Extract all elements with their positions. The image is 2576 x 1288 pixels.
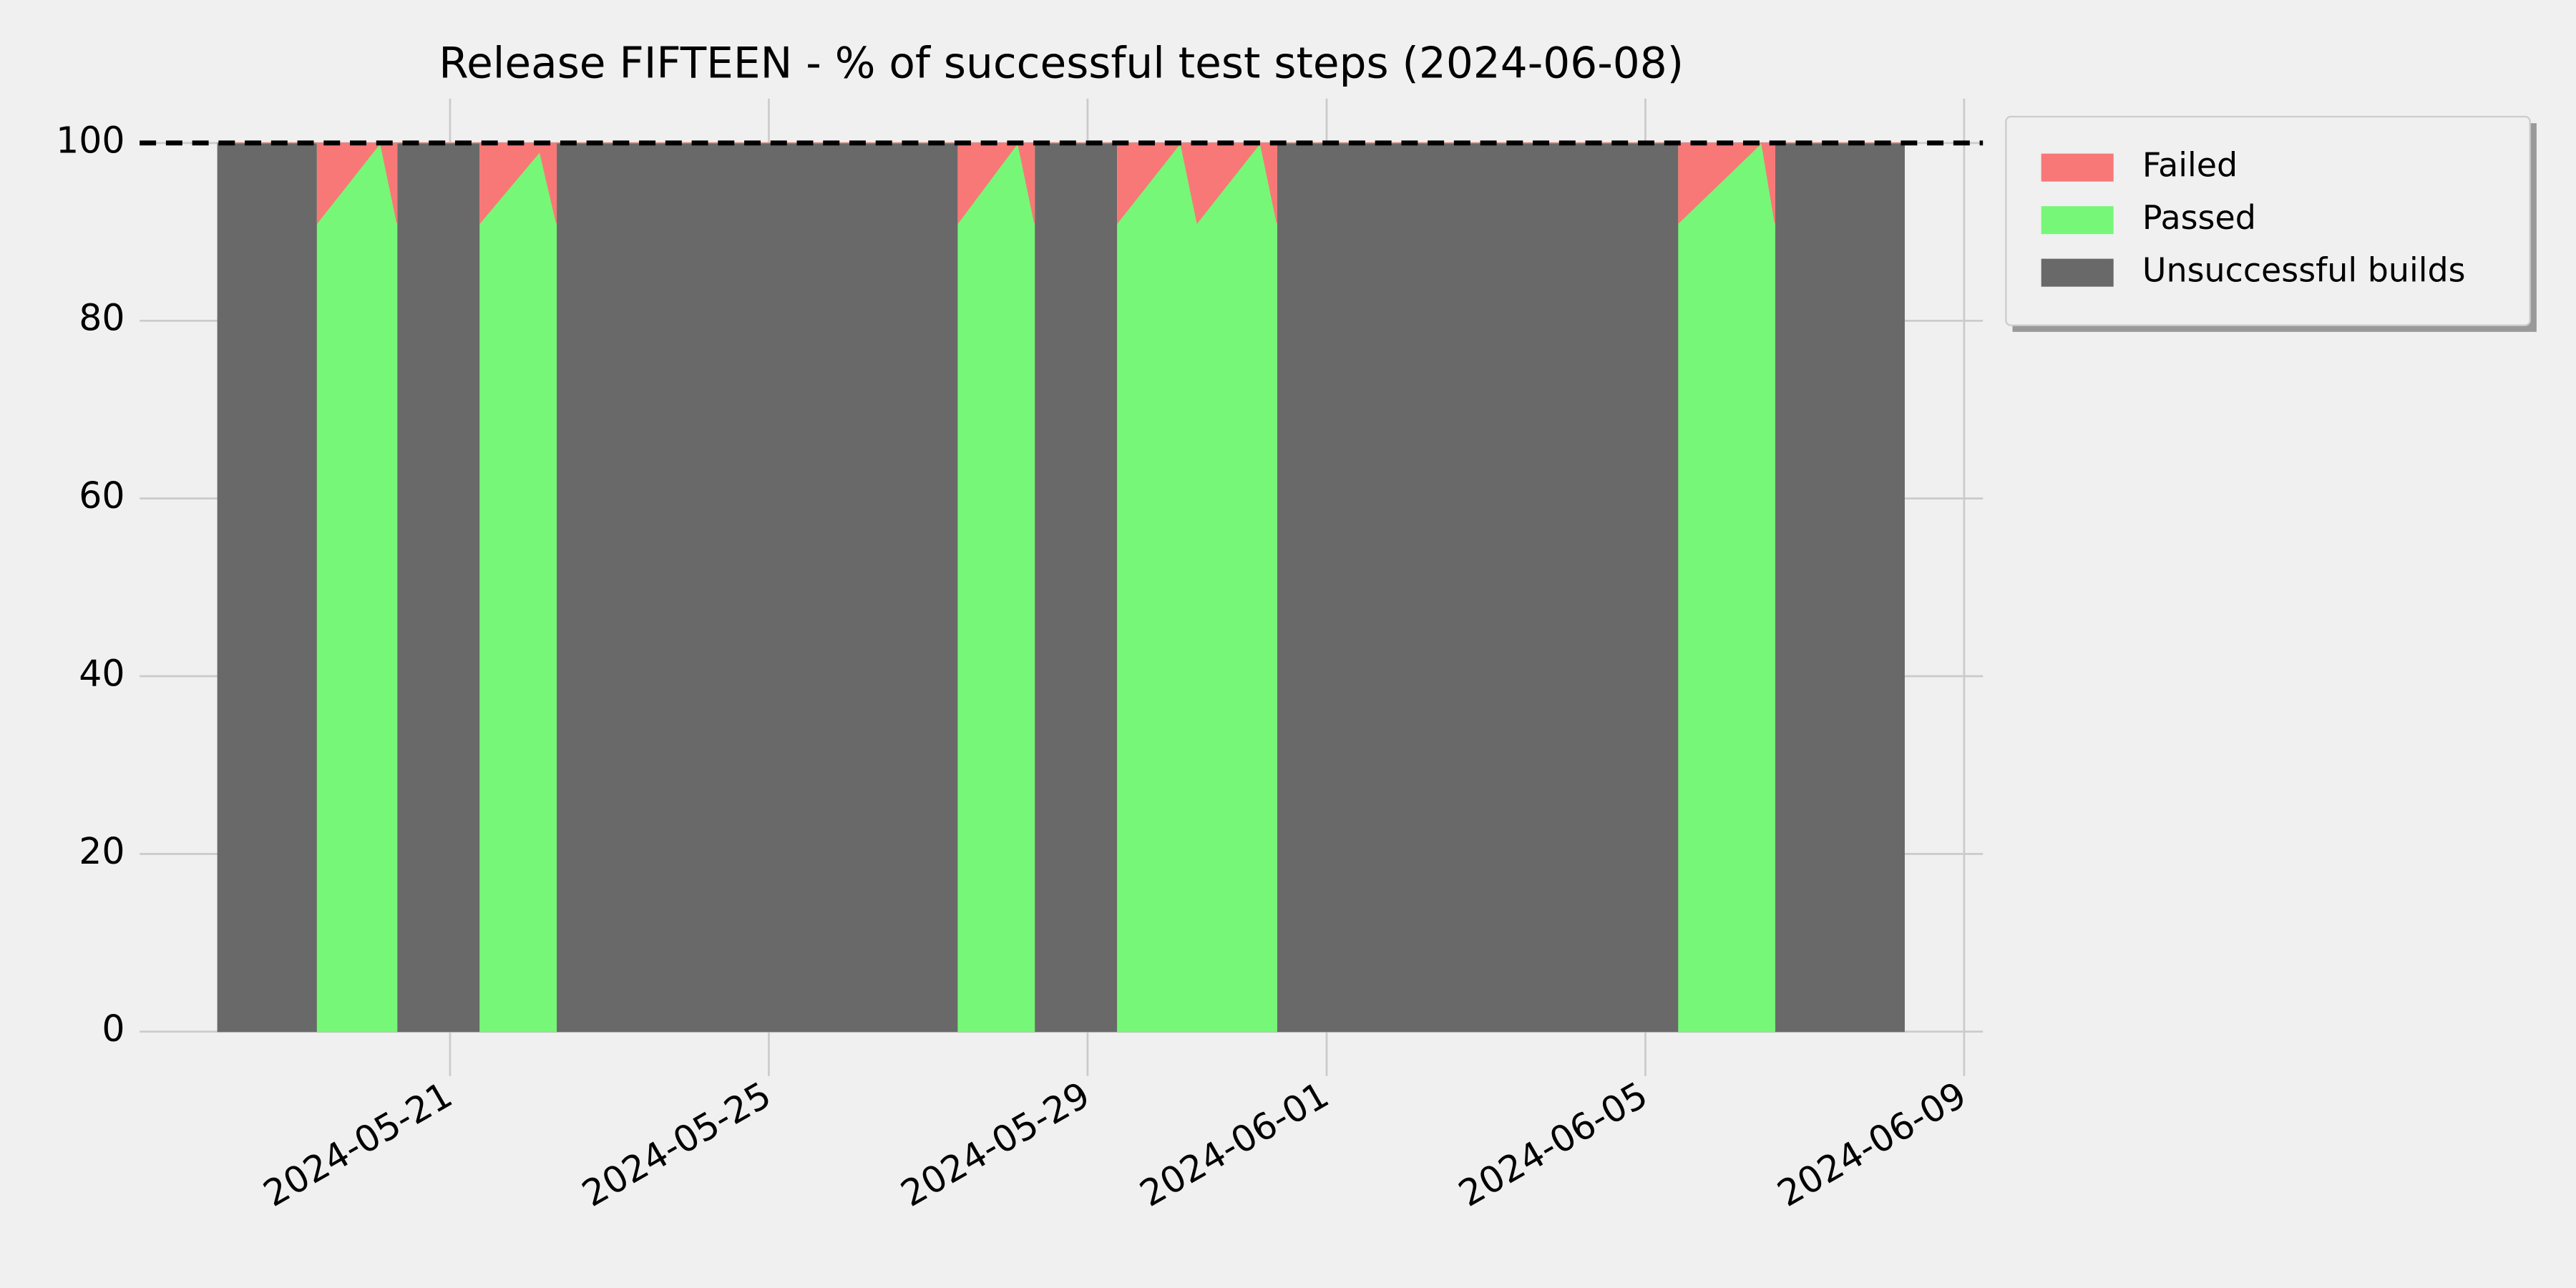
area xyxy=(217,142,1905,1033)
y-tick-label: 0 xyxy=(102,1008,125,1050)
legend-box xyxy=(2005,115,2531,326)
y-tick-label: 80 xyxy=(79,297,125,339)
y-tick-label: 20 xyxy=(79,830,125,872)
legend-swatch xyxy=(2041,153,2114,182)
legend-swatch xyxy=(2041,206,2114,235)
y-tick-label: 100 xyxy=(56,119,125,161)
legend-label: Failed xyxy=(2142,146,2238,185)
y-tick-label: 40 xyxy=(79,652,125,694)
legend-label: Passed xyxy=(2142,198,2256,237)
legend: Failed Passed Unsuccessful builds xyxy=(2005,115,2537,332)
y-tick-label: 60 xyxy=(79,474,125,517)
legend-label: Unsuccessful builds xyxy=(2142,251,2466,290)
legend-swatch xyxy=(2041,258,2114,287)
chart-title: Release FIFTEEN - % of successful test s… xyxy=(439,39,1684,88)
